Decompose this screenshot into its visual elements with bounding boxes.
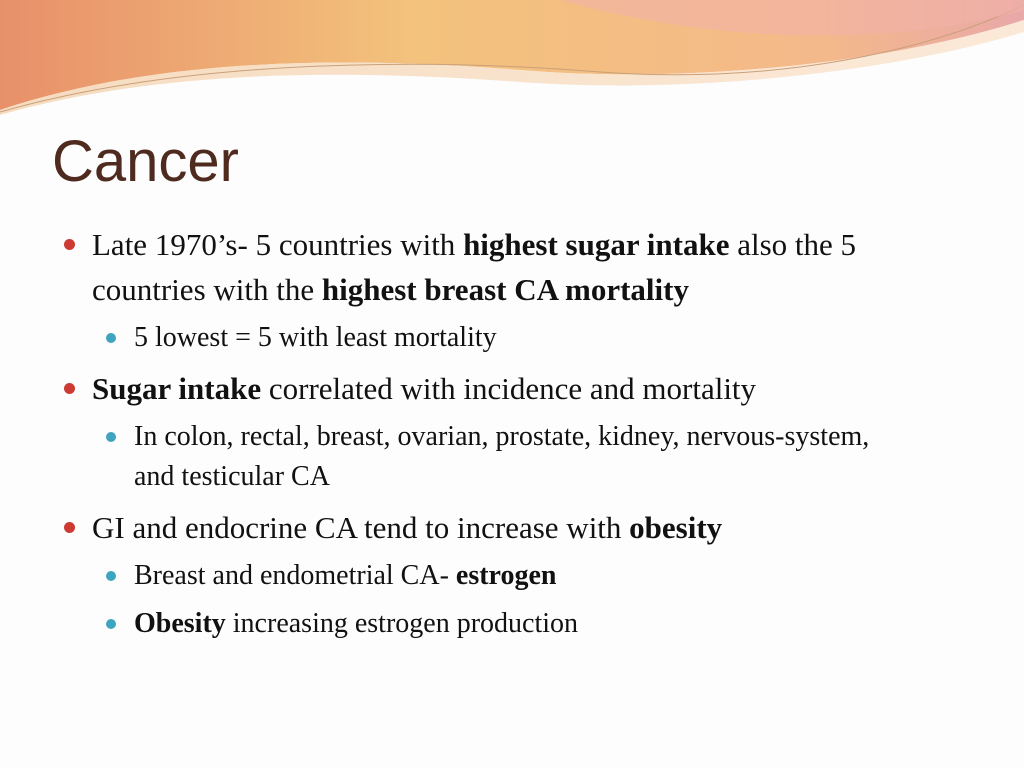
text: Late 1970’s- 5 countries with	[92, 227, 464, 262]
header-wave	[0, 0, 1024, 115]
text: Breast and endometrial CA-	[134, 560, 456, 591]
bold-text: Sugar intake	[92, 371, 262, 406]
bullet-dot	[64, 383, 75, 394]
bullet-item: Breast and endometrial CA- estrogen	[104, 556, 894, 596]
bold-text: obesity	[629, 510, 723, 545]
bullet-item: Sugar intake correlated with incidence a…	[62, 366, 962, 411]
bullet-item: Late 1970’s- 5 countries with highest su…	[62, 222, 962, 312]
text: In colon, rectal, breast, ovarian, prost…	[134, 421, 870, 492]
slide-title: Cancer	[52, 129, 239, 194]
text: GI and endocrine CA tend to increase wit…	[92, 510, 630, 545]
bullet-dot	[106, 432, 116, 442]
bullet-item: Obesity increasing estrogen production	[104, 604, 894, 644]
bullet-item: In colon, rectal, breast, ovarian, prost…	[104, 417, 894, 497]
bold-text: highest sugar intake	[463, 227, 730, 262]
text: 5 lowest = 5 with least mortality	[134, 322, 497, 353]
bullet-list: Late 1970’s- 5 countries with highest su…	[62, 222, 962, 652]
text: correlated with incidence and mortality	[261, 371, 757, 406]
bullet-dot	[64, 239, 75, 250]
bullet-dot	[106, 571, 116, 581]
text: increasing estrogen production	[225, 608, 579, 639]
bold-text: Obesity	[134, 608, 226, 639]
bullet-dot	[106, 619, 116, 629]
bullet-item: 5 lowest = 5 with least mortality	[104, 318, 894, 358]
bold-text: highest breast CA mortality	[321, 272, 689, 307]
bullet-dot	[106, 333, 116, 343]
bullet-dot	[64, 522, 75, 533]
text: also the 5 countries with the	[92, 227, 857, 307]
bold-text: estrogen	[455, 560, 557, 591]
bullet-item: GI and endocrine CA tend to increase wit…	[62, 505, 962, 550]
